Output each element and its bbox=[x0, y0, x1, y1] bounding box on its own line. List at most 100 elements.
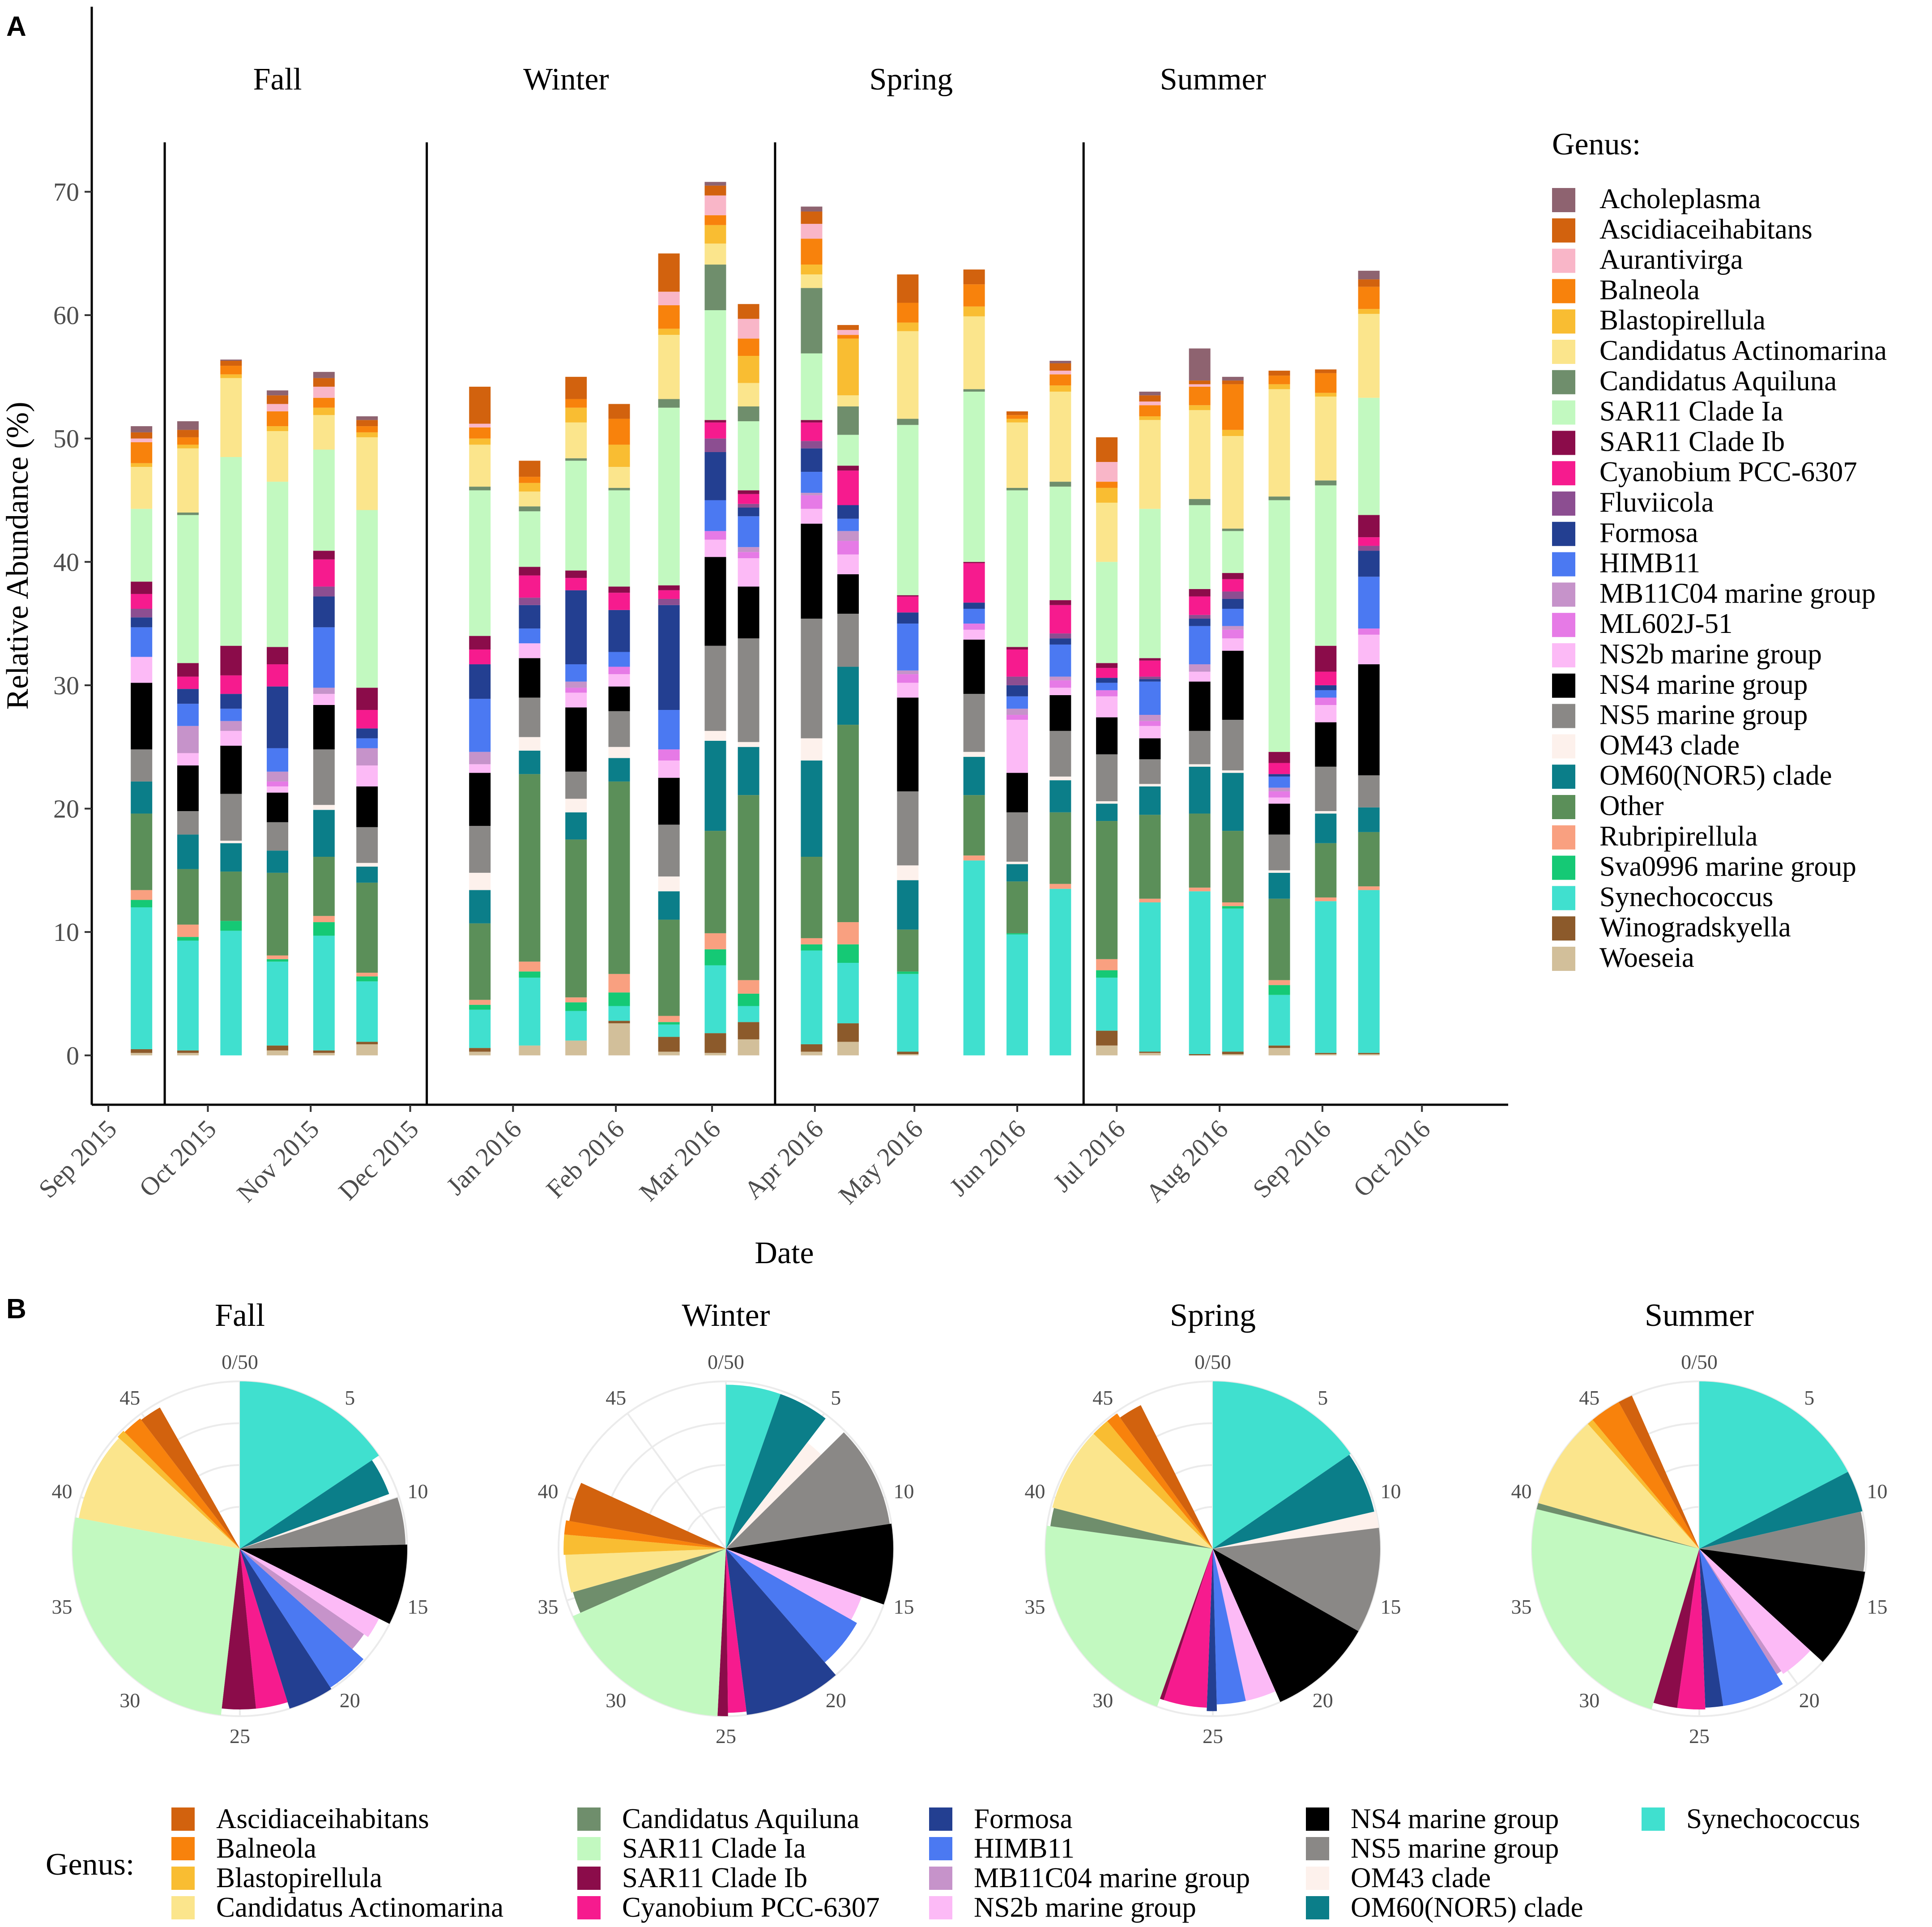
bar-segment-candidatus-aquiluna bbox=[1189, 499, 1211, 505]
bar-segment-ascidiaceihabitans bbox=[519, 461, 541, 477]
bar-segment-cyanobium-pcc-6307 bbox=[1189, 596, 1211, 615]
bar-segment-ascidiaceihabitans bbox=[356, 420, 378, 427]
bar-segment-sar11-clade-ib bbox=[1268, 752, 1290, 763]
legend-label: Synechococcus bbox=[1686, 1803, 1860, 1834]
y-tick-label: 50 bbox=[53, 424, 79, 453]
bar-segment-cyanobium-pcc-6307 bbox=[837, 470, 859, 505]
bar-segment-candidatus-actinomarina bbox=[658, 335, 680, 399]
polar-slice-blastopirellula bbox=[563, 1534, 726, 1555]
bar-segment-synechococcus bbox=[1049, 889, 1071, 1055]
polar-slice-candidatus-actinomarina bbox=[78, 1438, 240, 1549]
bar-stack bbox=[1358, 270, 1380, 1055]
bar-segment-himb11 bbox=[131, 627, 153, 657]
polar-slice-om60-nor5-clade bbox=[1699, 1472, 1863, 1549]
bar-segment-ns5-marine-group bbox=[565, 771, 587, 799]
bar-segment-ns2b-marine-group bbox=[1096, 696, 1118, 718]
bar-stack bbox=[608, 404, 630, 1055]
bar-segment-candidatus-aquiluna bbox=[1268, 496, 1290, 500]
bar-stack bbox=[565, 376, 587, 1055]
bar-segment-other bbox=[738, 795, 759, 980]
bar-segment-other bbox=[313, 857, 335, 916]
bar-segment-ns5-marine-group bbox=[704, 645, 726, 731]
bar-segment-rubripirellula bbox=[1358, 886, 1380, 890]
legend-label: Sva0996 marine group bbox=[1599, 851, 1856, 882]
bar-segment-formosa bbox=[1096, 678, 1118, 683]
bar-segment-om60-nor5-clade bbox=[565, 812, 587, 840]
bar-segment-candidatus-aquiluna bbox=[565, 458, 587, 461]
bar-segment-sar11-clade-ia bbox=[1049, 487, 1071, 600]
bar-segment-blastopirellula bbox=[963, 306, 985, 316]
bar-segment-ns4-marine-group bbox=[177, 765, 199, 812]
polar-tick-label: 0/50 bbox=[708, 1350, 744, 1373]
bar-segment-mb11c04-marine-group bbox=[177, 726, 199, 753]
legend-key-blastopirellula bbox=[171, 1867, 195, 1890]
bar-segment-sva0996-marine-group bbox=[608, 992, 630, 1006]
bar-stack bbox=[267, 390, 289, 1055]
bar-segment-fluviicola bbox=[1189, 615, 1211, 619]
bar-segment-other bbox=[177, 869, 199, 925]
bar-segment-cyanobium-pcc-6307 bbox=[1358, 537, 1380, 546]
bar-segment-om60-nor5-clade bbox=[837, 667, 859, 725]
bar-segment-rubripirellula bbox=[469, 1000, 491, 1005]
bar-segment-candidatus-aquiluna bbox=[1222, 528, 1244, 531]
bar-segment-acholeplasma bbox=[313, 372, 335, 378]
polar-slice-ascidiaceihabitans bbox=[141, 1407, 240, 1549]
polar-tick-label: 45 bbox=[1092, 1386, 1113, 1409]
bar-segment-sva0996-marine-group bbox=[897, 971, 919, 974]
bar-segment-fluviicola bbox=[801, 441, 823, 449]
bar-segment-ns4-marine-group bbox=[658, 778, 680, 825]
legend-label: SAR11 Clade Ib bbox=[1599, 426, 1785, 457]
bar-segment-woeseia bbox=[469, 1051, 491, 1055]
bar-segment-rubripirellula bbox=[519, 961, 541, 972]
bar-segment-sva0996-marine-group bbox=[356, 976, 378, 982]
bar-segment-ml602j-51 bbox=[963, 624, 985, 630]
polar-tick-label: 20 bbox=[826, 1689, 846, 1712]
bar-segment-mb11c04-marine-group bbox=[738, 547, 759, 552]
bar-segment-formosa bbox=[1006, 685, 1028, 696]
bar-segment-acholeplasma bbox=[1222, 376, 1244, 381]
bar-segment-other bbox=[131, 813, 153, 890]
bar-segment-blastopirellula bbox=[1006, 419, 1028, 423]
bar-segment-ascidiaceihabitans bbox=[963, 269, 985, 285]
bar-segment-mb11c04-marine-group bbox=[1222, 626, 1244, 630]
bar-segment-sar11-clade-ib bbox=[704, 420, 726, 423]
legend-label: MB11C04 marine group bbox=[1599, 577, 1876, 609]
polar-chart-spring: Spring 0/50 5 10 15 20 25 30 35 40 45 bbox=[1024, 1297, 1401, 1748]
bar-segment-himb11 bbox=[1139, 681, 1161, 715]
bar-segment-blastopirellula bbox=[1139, 416, 1161, 420]
bar-segment-ns4-marine-group bbox=[313, 705, 335, 750]
bar-stack bbox=[658, 253, 680, 1055]
bar-segment-sva0996-marine-group bbox=[1006, 933, 1028, 935]
polar-slice-cyanobium-pcc-6307 bbox=[1164, 1549, 1213, 1708]
polar-tick-label: 35 bbox=[51, 1595, 72, 1618]
bar-segment-formosa bbox=[837, 505, 859, 519]
bar-segment-fluviicola bbox=[1139, 676, 1161, 679]
bar-segment-aurantivirga bbox=[801, 224, 823, 239]
bar-segment-candidatus-aquiluna bbox=[897, 419, 919, 425]
legend-label: Formosa bbox=[974, 1803, 1073, 1834]
legend-key-winogradskyella bbox=[1552, 916, 1575, 941]
bar-segment-cyanobium-pcc-6307 bbox=[1315, 671, 1337, 685]
polar-slice-balneola bbox=[1592, 1402, 1699, 1549]
bar-segment-ml602j-51 bbox=[658, 749, 680, 761]
bar-segment-sva0996-marine-group bbox=[801, 944, 823, 951]
bar-segment-woeseia bbox=[519, 1045, 541, 1055]
bar-segment-sar11-clade-ia bbox=[897, 425, 919, 595]
bar-segment-mb11c04-marine-group bbox=[469, 752, 491, 765]
bar-segment-rubripirellula bbox=[704, 933, 726, 949]
bar-segment-winogradskyella bbox=[356, 1042, 378, 1044]
bar-segment-himb11 bbox=[220, 709, 242, 721]
polar-slice-balneola bbox=[1107, 1413, 1213, 1549]
polar-slice-formosa bbox=[240, 1549, 332, 1709]
bar-segment-ns2b-marine-group bbox=[801, 508, 823, 524]
bar-segment-balneola bbox=[267, 411, 289, 427]
bar-segment-ns5-marine-group bbox=[658, 825, 680, 877]
legend-key-formosa bbox=[929, 1807, 952, 1831]
bar-segment-blastopirellula bbox=[897, 322, 919, 331]
bar-segment-fluviicola bbox=[1222, 591, 1244, 599]
bar-segment-ns5-marine-group bbox=[963, 694, 985, 752]
polar-slice-formosa bbox=[726, 1549, 836, 1715]
bar-segment-balneola bbox=[1189, 386, 1211, 406]
bar-segment-blastopirellula bbox=[1315, 393, 1337, 397]
bar-segment-om43-clade bbox=[801, 738, 823, 761]
